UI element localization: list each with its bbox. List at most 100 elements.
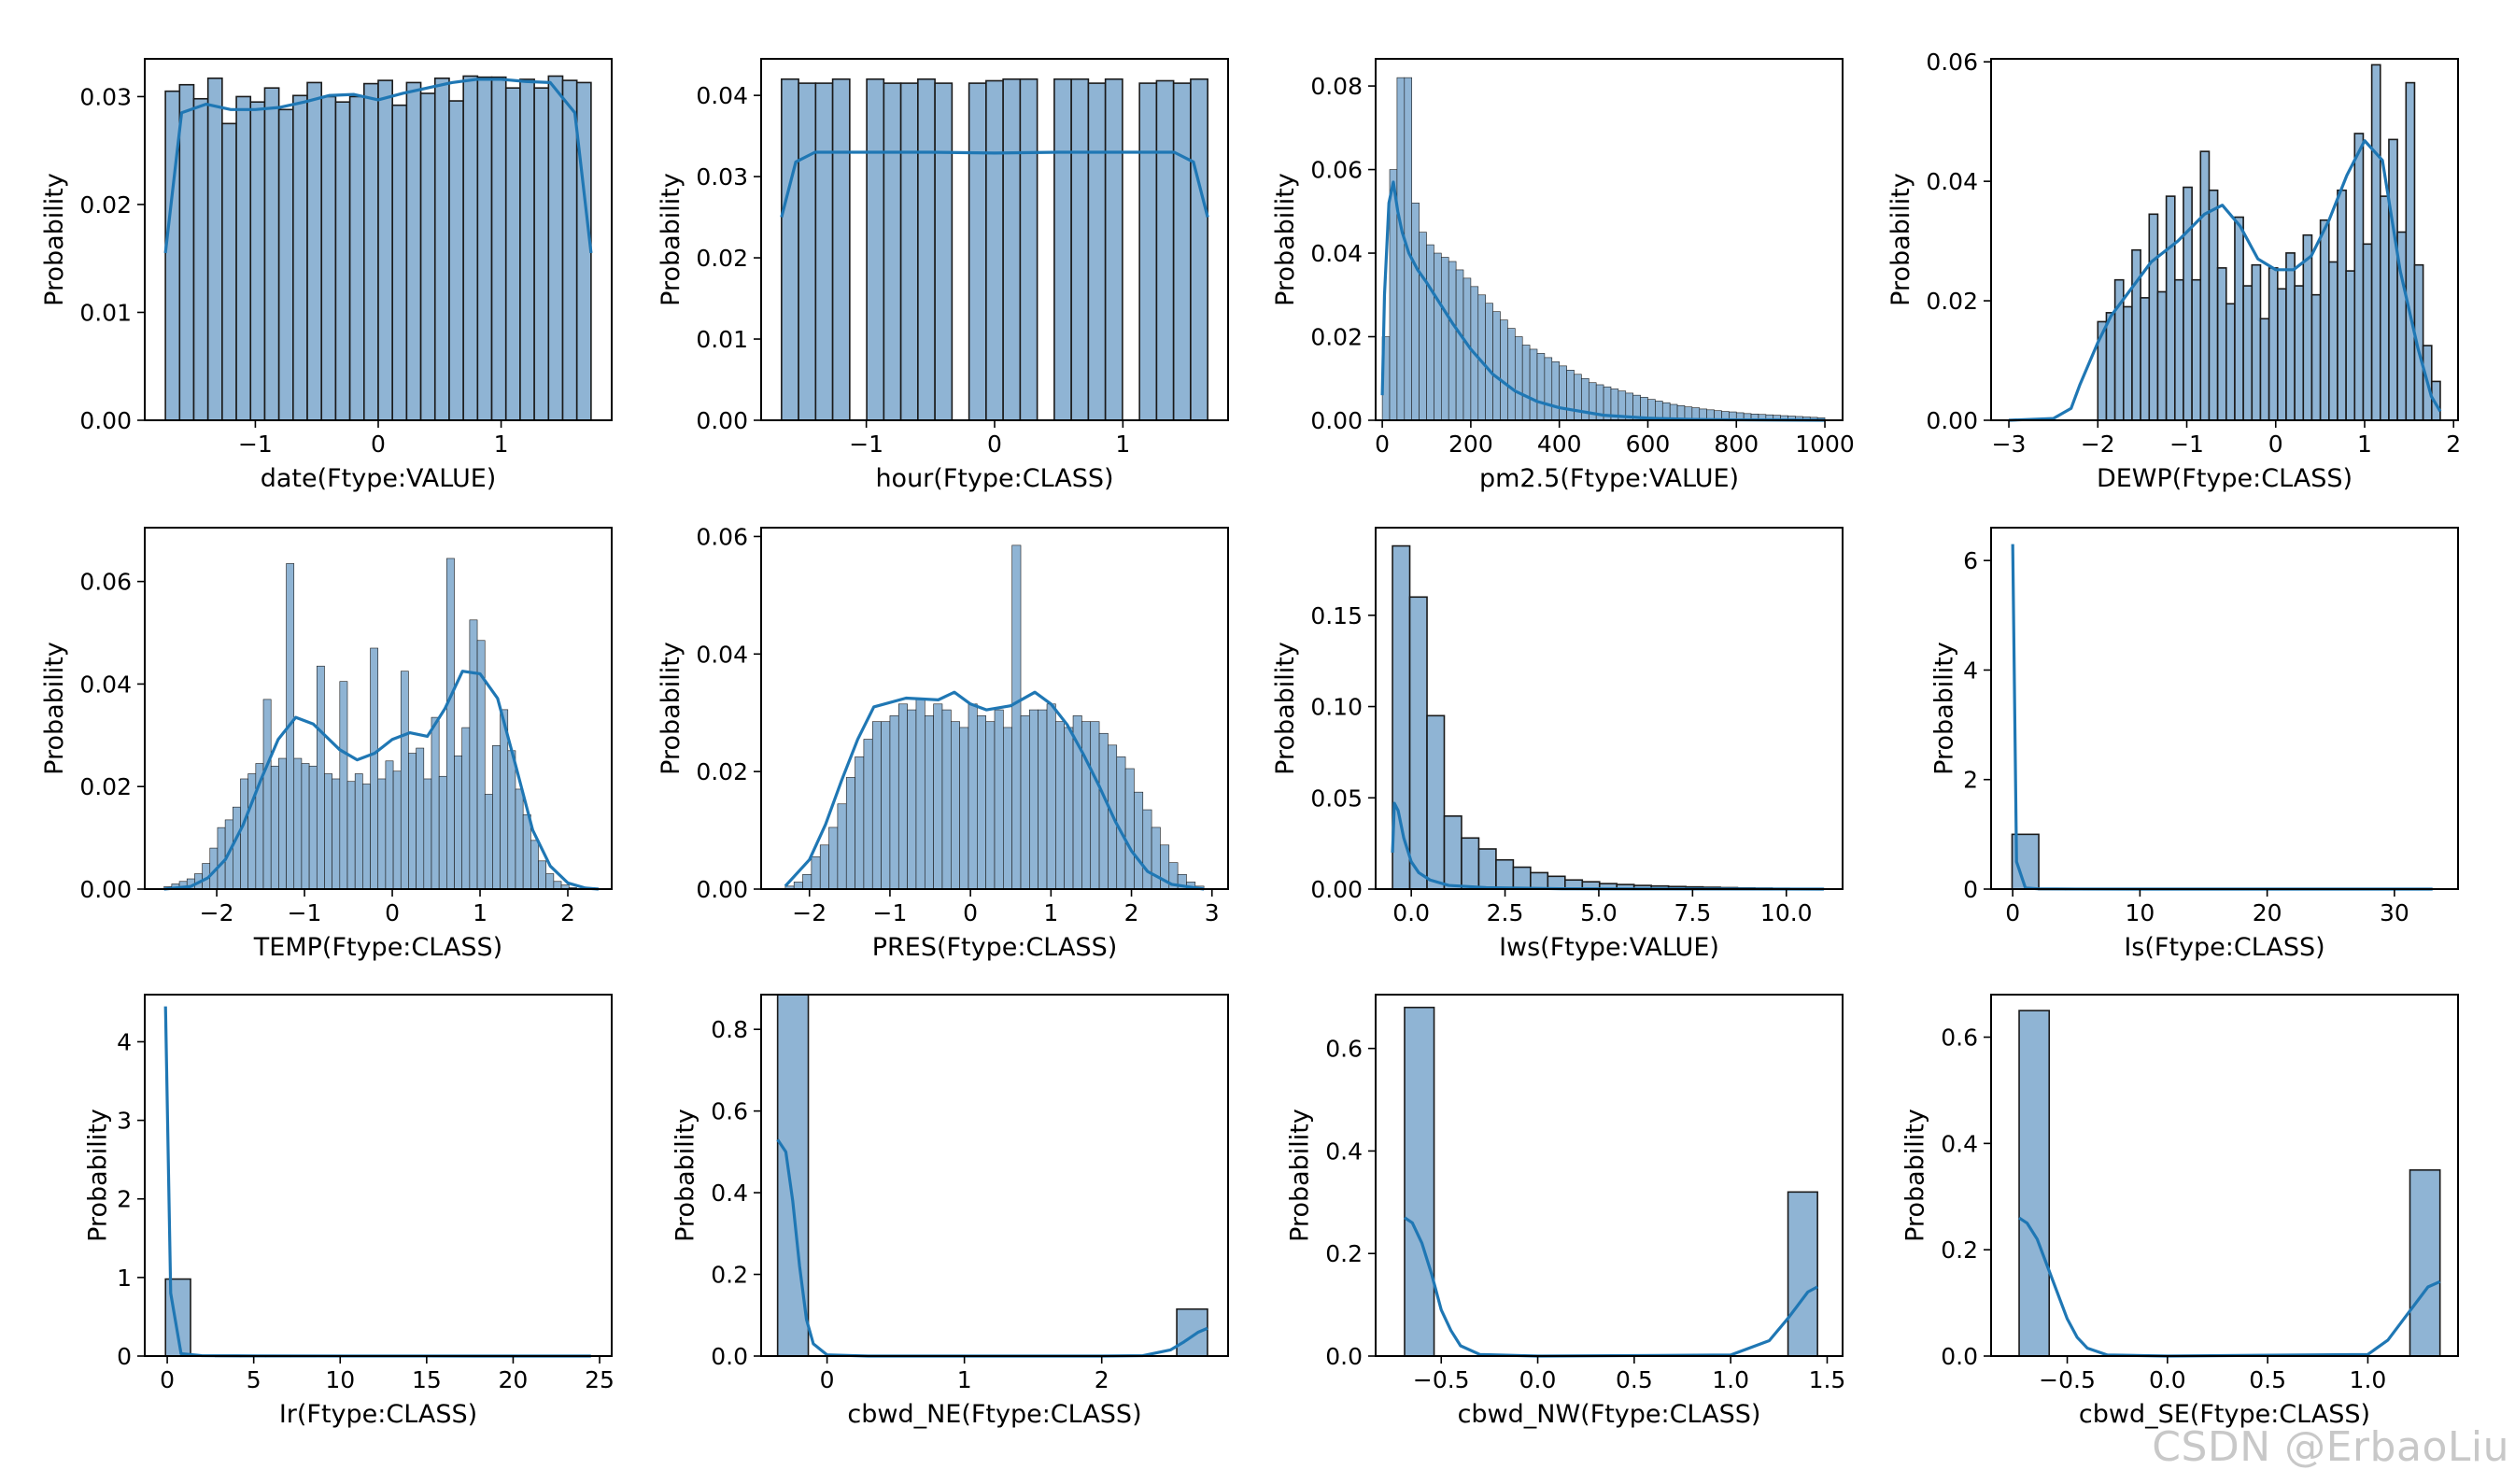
x-tick-label: 1 bbox=[1043, 899, 1058, 926]
histogram-bar bbox=[1029, 709, 1038, 890]
x-tick-label: −0.5 bbox=[1413, 1366, 1470, 1393]
histogram-bar bbox=[416, 747, 425, 890]
histogram-bar bbox=[2018, 1010, 2051, 1357]
x-tick-label: 15 bbox=[412, 1366, 442, 1393]
x-tick-label: 0 bbox=[1375, 431, 1390, 458]
histogram-bar bbox=[2259, 318, 2270, 421]
histogram-bar bbox=[985, 721, 996, 890]
y-axis-label: Probability bbox=[657, 642, 685, 775]
x-tick-label: 25 bbox=[585, 1366, 615, 1393]
histogram-bar bbox=[1443, 815, 1462, 890]
histogram-bar bbox=[1485, 303, 1493, 421]
subplot-8: 0 10 20 30 0 2 4 6 Is(Ftype:CLASS) Probability bbox=[1930, 527, 2459, 962]
x-tick-label: −2 bbox=[792, 899, 827, 926]
y-tick-label: 0 bbox=[117, 1343, 132, 1370]
y-tick-label: 0.0 bbox=[1941, 1343, 1978, 1370]
axes-frame bbox=[144, 994, 613, 1357]
histogram-bar bbox=[547, 75, 564, 421]
y-tick-label: 0.01 bbox=[696, 326, 748, 353]
histogram-bar bbox=[1003, 727, 1012, 890]
histogram-bar bbox=[334, 101, 351, 421]
subplot-9: 0 5 10 15 20 25 0 1 2 3 4 Ir(Ftype:CLASS) Probabilit… bbox=[84, 994, 615, 1429]
histogram-bar bbox=[1046, 703, 1056, 890]
x-tick-label: 0.5 bbox=[2249, 1366, 2286, 1393]
histogram-bar bbox=[1551, 361, 1560, 421]
histogram-bar bbox=[363, 82, 379, 421]
subplot-11: −0.5 0.0 0.5 1.0 1.5 0.0 0.2 0.4 0.6 cbwd_NW(Ftyp… bbox=[1286, 994, 1845, 1429]
histogram-bar bbox=[293, 757, 303, 890]
x-tick-label: 1 bbox=[957, 1366, 972, 1393]
y-tick-label: 0.2 bbox=[1325, 1240, 1363, 1267]
histogram-bar bbox=[490, 76, 507, 421]
histogram-bar bbox=[968, 703, 978, 890]
y-tick-label: 0.08 bbox=[1310, 73, 1363, 100]
axes-frame bbox=[1375, 994, 1844, 1357]
histogram-bar bbox=[1404, 1006, 1435, 1357]
histogram-bar bbox=[1104, 78, 1123, 421]
histogram-bar bbox=[2310, 293, 2322, 421]
histogram-bar bbox=[1090, 721, 1100, 890]
x-tick-label: −2 bbox=[2081, 431, 2115, 458]
x-axis-label: hour(Ftype:CLASS) bbox=[875, 464, 1113, 493]
histogram-bar bbox=[221, 122, 237, 421]
histogram-bar bbox=[1142, 809, 1152, 890]
histogram-bar bbox=[1507, 328, 1516, 421]
histogram-bar bbox=[2388, 138, 2398, 421]
histogram-bar bbox=[811, 856, 821, 890]
histogram-bar bbox=[522, 814, 531, 890]
y-axis-label: Probability bbox=[40, 173, 69, 306]
histogram-bar bbox=[2191, 278, 2202, 421]
histogram-bar bbox=[301, 763, 310, 890]
y-axis-label: Probability bbox=[1271, 173, 1300, 306]
histogram-bar bbox=[324, 773, 332, 890]
x-axis-label: date(Ftype:VALUE) bbox=[261, 464, 497, 493]
x-tick-label: −1 bbox=[2169, 431, 2204, 458]
x-tick-label: 0.0 bbox=[2149, 1366, 2186, 1393]
subplot-1: −1 0 1 0.00 0.01 0.02 0.03 date(Ftype:VALUE) Pro… bbox=[40, 58, 613, 493]
x-tick-label: −1 bbox=[288, 899, 322, 926]
y-tick-label: 0.00 bbox=[79, 407, 132, 434]
x-tick-label: 5 bbox=[247, 1366, 261, 1393]
x-tick-label: 0 bbox=[160, 1366, 175, 1393]
histogram-bar bbox=[553, 881, 562, 890]
histogram-bar bbox=[1172, 82, 1192, 421]
y-tick-label: 0.8 bbox=[711, 1016, 748, 1043]
histogram-bar bbox=[2216, 267, 2227, 421]
x-axis-label: Is(Ftype:CLASS) bbox=[2124, 933, 2324, 962]
x-tick-label: 2.5 bbox=[1487, 899, 1524, 926]
x-tick-label: 20 bbox=[2253, 899, 2282, 926]
histogram-bar bbox=[1495, 858, 1515, 890]
histogram-bar bbox=[855, 756, 865, 890]
histogram-bar bbox=[2140, 297, 2151, 421]
histogram-bar bbox=[247, 773, 257, 890]
histogram-bar bbox=[2156, 290, 2168, 421]
histogram-bar bbox=[438, 775, 447, 890]
histogram-bar bbox=[1434, 252, 1442, 421]
histogram-bar bbox=[461, 727, 471, 890]
histogram-bar bbox=[316, 665, 325, 890]
y-tick-label: 0.4 bbox=[1941, 1130, 1978, 1157]
y-axis-label: Probability bbox=[40, 642, 69, 775]
kde-line bbox=[780, 150, 1209, 218]
y-tick-label: 0.06 bbox=[696, 523, 748, 550]
histogram-bar bbox=[2345, 270, 2356, 421]
subplot-6: −2 −1 0 1 2 3 0.00 0.02 0.04 0.06 PRES(Ftype:CLASS… bbox=[657, 523, 1229, 962]
histogram-bar bbox=[462, 75, 479, 421]
histogram-bar bbox=[1512, 866, 1532, 890]
x-tick-label: 0 bbox=[987, 431, 1002, 458]
histogram-bar bbox=[819, 844, 829, 890]
y-tick-label: 0.00 bbox=[1310, 876, 1363, 903]
x-tick-label: 800 bbox=[1714, 431, 1759, 458]
x-axis-label: cbwd_NE(Ftype:CLASS) bbox=[847, 1400, 1141, 1429]
axes-frame bbox=[1990, 58, 2459, 421]
x-tick-label: −1 bbox=[873, 899, 908, 926]
histogram-bar bbox=[2405, 81, 2416, 421]
y-tick-label: 0.02 bbox=[696, 245, 748, 272]
histogram-bar bbox=[2122, 305, 2133, 421]
histogram-bar bbox=[1124, 768, 1135, 890]
y-tick-label: 0.02 bbox=[1926, 288, 1978, 315]
y-tick-label: 0.00 bbox=[696, 407, 748, 434]
histogram-bar bbox=[476, 76, 493, 421]
histogram-bar bbox=[1559, 365, 1567, 421]
histogram-bar bbox=[1530, 871, 1549, 890]
